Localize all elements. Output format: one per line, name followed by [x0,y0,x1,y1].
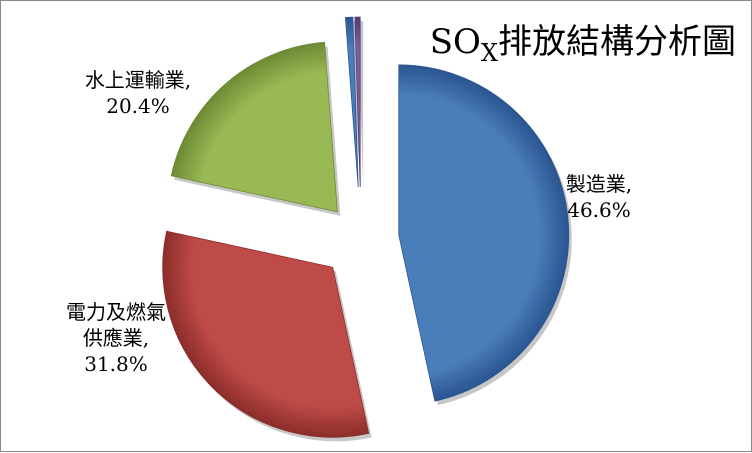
pie-slice-4 [354,16,361,188]
pie-slice-2 [170,41,338,213]
slice-label-line: 電力及燃氣 [66,300,166,324]
slice-label-line: 製造業, [566,172,632,196]
slice-label-line: 31.8% [84,352,148,376]
title-main: SO [430,22,481,62]
slice-label-0: 製造業, 46.6% [566,172,632,222]
slice-label-line: 水上運輸業, [85,68,191,92]
slice-label-2: 水上運輸業, 20.4% [85,68,191,118]
pie-slice-0 [398,64,570,402]
slice-labels: 製造業, 46.6% 電力及燃氣供應業, 31.8% 水上運輸業, 20.4% [66,68,632,376]
title-rest: 排放結構分析圖 [498,22,736,62]
slice-label-1: 電力及燃氣供應業, 31.8% [66,300,166,376]
pie-slices [162,16,572,442]
slice-label-line: 供應業, [83,326,149,350]
title-subscript: X [481,39,498,67]
pie-slice-1 [162,230,370,438]
chart-title: SOX排放結構分析圖 [430,22,736,67]
pie-slice-3 [344,16,359,188]
slice-label-line: 46.6% [567,198,631,222]
slice-label-line: 20.4% [106,94,170,118]
